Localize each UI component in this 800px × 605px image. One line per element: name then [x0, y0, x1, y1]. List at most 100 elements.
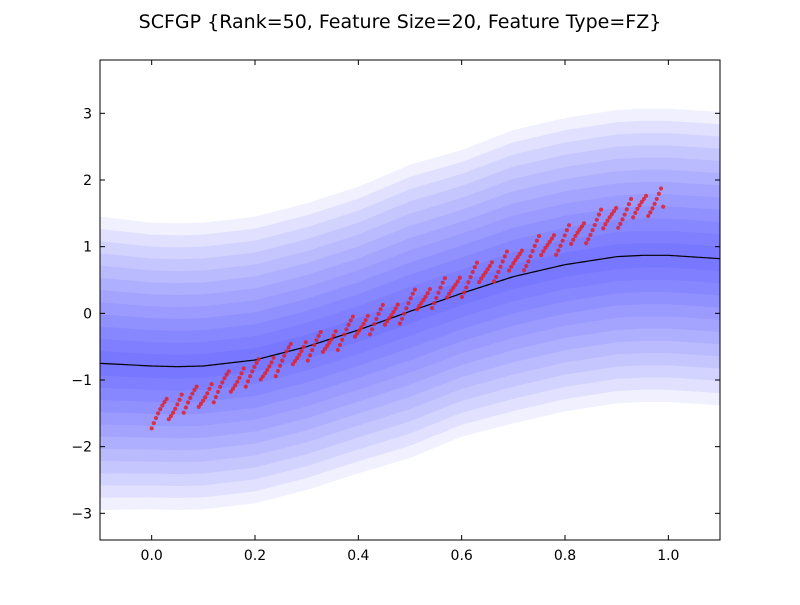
y-axis-ticks: −3 −2 −1 0 1 2 3: [71, 106, 720, 522]
data-point: [412, 287, 418, 292]
data-point: [661, 204, 666, 209]
data-point: [618, 221, 623, 226]
data-point: [453, 282, 458, 287]
data-point: [635, 206, 640, 211]
data-point: [352, 334, 358, 339]
data-point: [648, 210, 653, 215]
data-point: [646, 213, 651, 219]
data-point: [327, 340, 332, 345]
data-point: [239, 371, 244, 376]
data-point: [374, 316, 379, 321]
data-point: [611, 209, 617, 214]
data-point: [410, 291, 415, 296]
data-point: [464, 285, 469, 290]
data-point: [654, 196, 659, 202]
data-point: [517, 251, 522, 257]
data-point: [650, 206, 655, 211]
y-tick-label: 0: [83, 306, 92, 322]
data-point: [513, 258, 518, 263]
data-point: [485, 267, 490, 272]
data-point: [218, 384, 223, 389]
data-point: [656, 191, 661, 196]
data-point: [340, 337, 345, 342]
data-point: [220, 380, 225, 385]
x-tick-label: 0.2: [244, 548, 266, 564]
data-point: [571, 237, 576, 242]
data-point: [179, 392, 184, 397]
mean-curve: [100, 254, 720, 368]
data-point: [432, 301, 437, 306]
data-point: [363, 318, 368, 323]
data-point: [496, 269, 501, 275]
data-point: [325, 343, 330, 348]
data-point: [421, 297, 426, 302]
data-point: [160, 403, 165, 408]
data-point: [370, 327, 375, 332]
uncertainty-band-7: [100, 182, 720, 439]
data-point: [314, 338, 319, 343]
data-point: [335, 347, 340, 353]
data-point: [468, 275, 473, 280]
data-point: [626, 202, 632, 207]
data-point: [320, 349, 325, 355]
data-point: [500, 259, 505, 264]
data-point: [509, 264, 514, 269]
data-point: [504, 249, 510, 254]
data-point: [337, 342, 343, 348]
data-point: [367, 332, 373, 337]
data-point: [263, 371, 268, 376]
data-point: [365, 313, 370, 318]
data-point: [155, 411, 161, 416]
data-point: [631, 215, 636, 220]
data-point: [551, 233, 557, 238]
data-point: [607, 215, 612, 220]
data-point: [526, 259, 531, 264]
data-point: [419, 300, 424, 306]
data-point: [457, 275, 462, 280]
data-point: [312, 342, 317, 348]
data-point: [269, 360, 274, 365]
data-point: [382, 322, 388, 327]
data-point: [397, 321, 403, 326]
data-point: [284, 349, 289, 354]
data-point: [521, 268, 527, 273]
data-point: [590, 228, 595, 233]
data-point: [237, 375, 242, 380]
data-point: [547, 239, 552, 244]
data-point: [472, 265, 477, 270]
data-point: [581, 221, 587, 226]
data-point: [230, 386, 236, 391]
data-point: [534, 238, 540, 243]
data-point: [575, 230, 580, 235]
data-point: [277, 363, 283, 368]
data-point: [613, 205, 619, 211]
data-point: [211, 400, 216, 405]
data-point: [628, 196, 634, 202]
data-point: [177, 397, 182, 402]
x-tick-label: 1.0: [657, 548, 679, 564]
data-point: [641, 196, 647, 202]
data-point: [427, 287, 432, 292]
data-point: [158, 407, 163, 412]
data-point: [265, 367, 270, 373]
y-tick-label: −1: [71, 373, 92, 389]
data-point: [601, 226, 606, 231]
data-point: [342, 332, 347, 337]
data-point: [536, 233, 542, 239]
data-point: [252, 364, 257, 369]
data-point: [487, 263, 492, 269]
data-point: [188, 395, 193, 400]
data-point: [562, 233, 567, 238]
data-point: [164, 396, 169, 401]
data-point: [556, 248, 561, 253]
data-point: [560, 238, 565, 243]
data-point: [346, 322, 351, 327]
data-point: [280, 358, 285, 363]
data-point: [620, 217, 625, 222]
data-point: [267, 364, 272, 369]
data-point: [586, 237, 591, 242]
data-point: [241, 366, 246, 371]
y-tick-label: 2: [83, 173, 92, 189]
data-point: [622, 212, 627, 217]
data-point: [153, 415, 159, 421]
